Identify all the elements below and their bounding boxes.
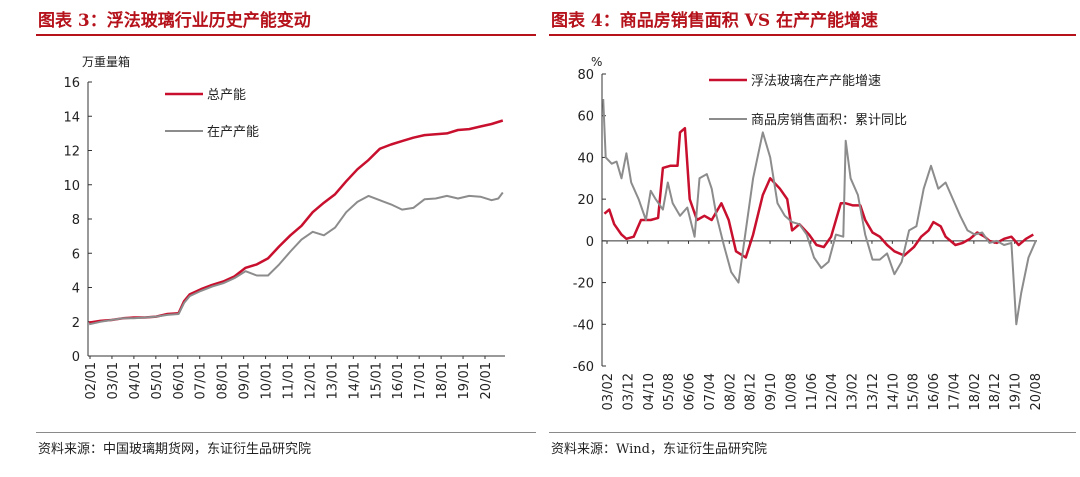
y-tick-label: 20	[577, 193, 594, 208]
x-tick-label: 12/01	[303, 362, 318, 399]
x-tick-label: 08/01	[216, 362, 231, 399]
y-tick-label: 4	[72, 282, 80, 297]
y-tick-label: 8	[72, 213, 80, 228]
x-tick-label: 06/01	[172, 362, 187, 399]
source-note: 资料来源：Wind，东证衍生品研究院	[551, 442, 767, 457]
legend-label: 浮法玻璃在产产能增速	[751, 74, 881, 89]
x-tick-label: 08/12	[744, 373, 759, 410]
x-tick-label: 18/02	[968, 373, 983, 410]
source-rule	[36, 432, 536, 433]
series-line	[603, 126, 1034, 259]
y-tick-label: 0	[72, 350, 80, 365]
y-tick-label: 16	[63, 76, 80, 91]
y-tick-label: -60	[573, 360, 594, 375]
y-tick-label: 12	[63, 145, 80, 160]
x-tick-label: 11/01	[282, 362, 297, 399]
series-line	[88, 119, 504, 324]
x-tick-label: 13/01	[325, 362, 340, 399]
x-tick-label: 10/01	[260, 362, 275, 399]
x-tick-label: 17/01	[413, 362, 428, 399]
x-tick-label: 13/12	[866, 373, 881, 410]
x-tick-label: 07/01	[194, 362, 209, 399]
x-tick-label: 12/04	[825, 373, 840, 410]
x-tick-label: 13/02	[846, 373, 861, 410]
source-note: 资料来源：中国玻璃期货网，东证衍生品研究院	[38, 442, 312, 457]
y-tick-label: 10	[63, 179, 80, 194]
x-tick-label: 06/06	[683, 373, 698, 410]
x-tick-label: 10/08	[784, 373, 799, 410]
legend-label: 商品房销售面积：累计同比	[751, 112, 907, 128]
x-tick-label: 03/12	[621, 373, 636, 410]
x-tick-label: 03/02	[601, 373, 616, 410]
y-axis-label: %	[591, 55, 602, 69]
x-tick-label: 11/06	[805, 373, 820, 410]
x-tick-label: 18/12	[988, 373, 1003, 410]
x-tick-label: 02/01	[84, 362, 99, 399]
x-tick-label: 05/08	[662, 373, 677, 410]
y-tick-label: -40	[573, 318, 594, 333]
y-tick-label: 2	[72, 316, 80, 331]
x-tick-label: 14/01	[347, 362, 362, 399]
x-tick-label: 14/10	[886, 373, 901, 410]
x-tick-label: 04/01	[128, 362, 143, 399]
legend-label: 总产能	[207, 88, 246, 103]
x-tick-label: 15/01	[369, 362, 384, 399]
x-tick-label: 18/01	[435, 362, 450, 399]
growth-chart: -60 -40 -20 0 20 40 60 80% 03/02 03/12 04/10 05/08 0…	[573, 55, 1044, 410]
legend-label: 在产产能	[207, 125, 259, 140]
x-tick-label: 07/04	[703, 373, 718, 410]
x-tick-label: 20/01	[479, 362, 494, 399]
y-tick-label: 6	[72, 247, 80, 262]
x-tick-label: 05/01	[150, 362, 165, 399]
y-tick-label: 40	[577, 151, 594, 166]
x-tick-label: 19/01	[457, 362, 472, 399]
title-rule	[549, 34, 1076, 36]
chart-title: 图表 4：商品房销售面积 VS 在产产能增速	[551, 11, 879, 31]
x-tick-label: 03/01	[106, 362, 121, 399]
x-tick-label: 15/08	[907, 373, 922, 410]
series-line	[88, 191, 504, 326]
x-tick-label: 17/04	[947, 373, 962, 410]
y-tick-label: 0	[586, 235, 594, 250]
series-line	[602, 98, 1037, 326]
y-tick-label: -20	[573, 277, 594, 292]
y-tick-label: 14	[63, 110, 80, 125]
y-axis-label: 万重量箱	[82, 54, 130, 69]
chart-title: 图表 3：浮法玻璃行业历史产能变动	[38, 11, 311, 31]
x-tick-label: 09/10	[764, 373, 779, 410]
title-rule	[36, 34, 536, 36]
chart-panel-left: 图表 3：浮法玻璃行业历史产能变动 0 2 4 6 8 10 12 14 16 万重量箱 02/01…	[0, 0, 536, 477]
y-tick-label: 60	[577, 110, 594, 125]
x-tick-label: 19/10	[1009, 373, 1024, 410]
x-tick-label: 08/02	[723, 373, 738, 410]
source-rule	[549, 432, 1076, 433]
chart-panel-right: 图表 4：商品房销售面积 VS 在产产能增速 -60 -40 -20 0 20 40 60 8…	[545, 0, 1080, 477]
x-tick-label: 20/08	[1029, 373, 1044, 410]
y-tick-label: 80	[577, 68, 594, 83]
x-tick-label: 16/01	[391, 362, 406, 399]
x-tick-label: 04/10	[642, 373, 657, 410]
x-tick-label: 16/06	[927, 373, 942, 410]
x-tick-label: 09/01	[238, 362, 253, 399]
